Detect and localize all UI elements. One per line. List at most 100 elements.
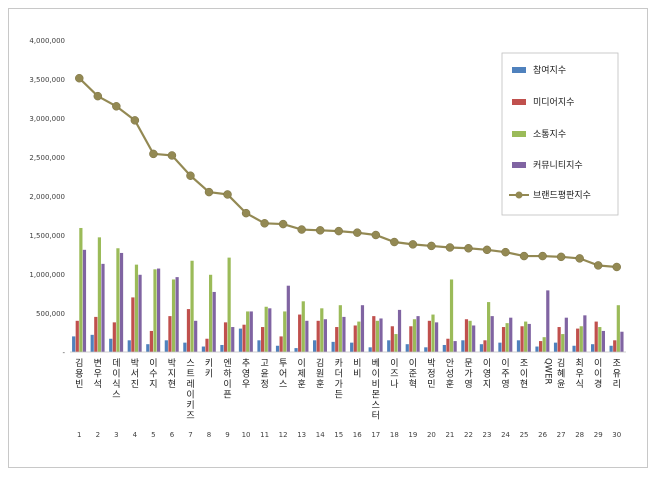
bar-소통지수-조유리 [616, 305, 620, 352]
bar-참여지수-이주영 [498, 342, 502, 352]
bar-참여지수-이영지 [479, 344, 483, 352]
legend-swatch [512, 131, 526, 137]
point-이즈나 [390, 237, 399, 247]
bar-미디어지수-스트레이키즈 [186, 309, 191, 352]
bar-소통지수-조이현 [524, 321, 528, 352]
bar-소통지수-QWER [542, 337, 546, 352]
bar-미디어지수-김용빈 [75, 320, 79, 352]
rank-label: 1 [77, 431, 81, 439]
point-베이비몬스터 [371, 230, 381, 240]
rank-label: 15 [334, 431, 343, 439]
bar-참여지수-문가영 [461, 340, 465, 352]
bar-커뮤니티지수-조유리 [620, 331, 624, 352]
bar-소통지수-고윤정 [264, 306, 268, 352]
point-박서진 [130, 116, 140, 125]
bar-커뮤니티지수-문가영 [472, 325, 476, 352]
point-데이식스 [112, 102, 121, 111]
point-조유리 [612, 262, 621, 272]
bar-소통지수-비비 [357, 321, 361, 352]
bar-커뮤니티지수-스트레이키즈 [194, 320, 198, 352]
bar-소통지수-이수지 [153, 269, 157, 352]
rank-label: 24 [501, 431, 510, 439]
brand-reputation-chart: - 500,000 1,000,000 1,500,000 2,000,000 2,500… [29, 37, 626, 439]
point-투어스 [278, 219, 288, 229]
y-tick-label: 1,000,000 [29, 271, 65, 279]
bar-소통지수-박정민 [431, 314, 435, 352]
bar-소통지수-이주영 [505, 323, 509, 352]
bar-미디어지수-이즈나 [390, 326, 394, 352]
point-최우식 [575, 254, 584, 263]
bar-참여지수-투어스 [275, 345, 280, 352]
bar-참여지수-이제훈 [294, 348, 298, 352]
bar-커뮤니티지수-변우석 [101, 263, 105, 352]
rank-label: 21 [445, 431, 454, 439]
rank-label: 10 [242, 431, 251, 439]
bar-미디어지수-이제훈 [298, 314, 302, 352]
bar-참여지수-박지현 [164, 340, 168, 352]
legend-label: 커뮤니티지수 [533, 160, 583, 171]
rank-label: 27 [557, 431, 566, 439]
rank-label: 2 [96, 431, 100, 439]
bar-커뮤니티지수-박정민 [435, 322, 439, 352]
bar-미디어지수-이수지 [149, 330, 153, 352]
y-tick-label: 2,000,000 [29, 193, 65, 201]
rank-label: 12 [279, 431, 288, 439]
bar-커뮤니티지수-추영우 [249, 311, 253, 352]
bar-미디어지수-최우식 [576, 328, 580, 352]
bar-참여지수-박정민 [424, 347, 428, 352]
bar-미디어지수-투어스 [279, 336, 283, 352]
bar-소통지수-이즈나 [394, 334, 398, 352]
bar-소통지수-카더가든 [338, 305, 342, 352]
bar-참여지수-조유리 [609, 345, 613, 352]
bar-참여지수-조이현 [516, 340, 521, 352]
bar-참여지수-최우식 [572, 345, 576, 352]
point-키키 [204, 187, 214, 197]
bar-커뮤니티지수-투어스 [286, 285, 290, 352]
point-김용빈 [75, 73, 84, 83]
bar-커뮤니티지수-데이식스 [119, 252, 124, 352]
bar-커뮤니티지수-이이경 [601, 330, 605, 352]
point-박지현 [167, 151, 177, 160]
rank-label: 16 [353, 431, 362, 439]
bar-미디어지수-키키 [205, 338, 209, 352]
bar-참여지수-카더가든 [331, 341, 335, 352]
bar-미디어지수-베이비몬스터 [372, 316, 376, 352]
rank-label: 20 [427, 431, 436, 439]
bar-미디어지수-박지현 [168, 316, 172, 352]
bar-참여지수-이준혁 [405, 344, 409, 352]
y-tick-label: 4,000,000 [29, 37, 65, 45]
rank-label: 17 [371, 431, 380, 439]
bar-소통지수-데이식스 [116, 248, 120, 352]
bar-미디어지수-김원훈 [316, 320, 320, 352]
rank-label: 19 [408, 431, 417, 439]
rank-label: 23 [483, 431, 492, 439]
point-QWER [538, 251, 547, 261]
point-비비 [353, 228, 362, 237]
point-추영우 [241, 208, 251, 218]
rank-label: 5 [151, 431, 155, 439]
bar-커뮤니티지수-안성훈 [453, 341, 457, 352]
bar-커뮤니티지수-최우식 [583, 315, 587, 352]
rank-label: 11 [260, 431, 269, 439]
bar-커뮤니티지수-이준혁 [416, 316, 420, 352]
rank-label: 28 [575, 431, 584, 439]
bar-소통지수-박지현 [171, 279, 176, 352]
point-이이경 [593, 261, 603, 270]
bar-소통지수-박서진 [134, 264, 139, 352]
